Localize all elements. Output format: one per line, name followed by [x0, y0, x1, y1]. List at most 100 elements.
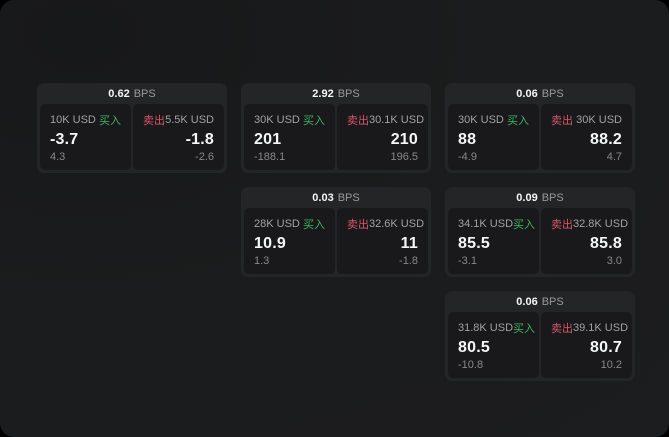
- buy-delta: -3.1: [458, 255, 477, 267]
- buy-panel[interactable]: 10K USD 买入 -3.7 4.3: [40, 104, 131, 170]
- sell-top-row: 卖出 39.1K USD: [551, 320, 628, 336]
- spread-value: 0.62: [108, 87, 130, 100]
- buy-amount: 30K USD: [458, 114, 504, 126]
- sell-side-label: 卖出: [551, 219, 573, 231]
- sell-amount: 39.1K USD: [573, 322, 629, 334]
- sell-price: 88.2: [590, 130, 622, 148]
- buy-amount: 34.1K USD: [458, 218, 514, 230]
- card-panels: 10K USD 买入 -3.7 4.3 卖出 5.5K USD -1.8 -2.…: [40, 104, 224, 170]
- sell-delta: -1.8: [399, 255, 418, 267]
- buy-top-row: 30K USD 买入: [458, 112, 529, 128]
- sell-price: -1.8: [185, 130, 214, 148]
- buy-panel[interactable]: 30K USD 买入 88 -4.9: [448, 104, 539, 170]
- sell-delta: 3.0: [606, 255, 622, 267]
- sell-amount: 32.8K USD: [573, 218, 629, 230]
- spread-value: 0.09: [516, 191, 538, 204]
- buy-price: 80.5: [458, 338, 490, 356]
- quote-card-grid: 0.62 BPS 10K USD 买入 -3.7 4.3 卖出 5.5K USD: [37, 83, 635, 381]
- card-header: 0.03 BPS: [244, 187, 428, 208]
- sell-side-label: 卖出: [551, 323, 573, 335]
- card-header: 0.06 BPS: [448, 83, 632, 104]
- buy-side-label: 买入: [513, 219, 536, 231]
- buy-top-row: 28K USD 买入: [254, 216, 325, 232]
- card-panels: 30K USD 买入 201 -188.1 卖出 30.1K USD 210 1…: [244, 104, 428, 170]
- buy-side-label: 买入: [303, 115, 325, 127]
- spread-unit-label: BPS: [541, 87, 564, 100]
- buy-side-label: 买入: [507, 115, 529, 127]
- buy-top-row: 10K USD 买入: [50, 112, 121, 128]
- card-header: 0.06 BPS: [448, 291, 632, 312]
- spread-unit-label: BPS: [541, 295, 564, 308]
- buy-amount: 10K USD: [50, 114, 96, 126]
- spread-unit-label: BPS: [133, 87, 156, 100]
- card-panels: 30K USD 买入 88 -4.9 卖出 30K USD 88.2 4.7: [448, 104, 632, 170]
- buy-side-label: 买入: [513, 323, 536, 335]
- sell-top-row: 卖出 5.5K USD: [143, 112, 214, 128]
- buy-price: 85.5: [458, 234, 490, 252]
- sell-panel[interactable]: 卖出 5.5K USD -1.8 -2.6: [133, 104, 224, 170]
- sell-delta: 4.7: [606, 151, 622, 163]
- buy-top-row: 31.8K USD 买入: [458, 320, 535, 336]
- card-header: 0.62 BPS: [40, 83, 224, 104]
- sell-amount: 30K USD: [576, 114, 622, 126]
- sell-top-row: 卖出 30K USD: [551, 112, 622, 128]
- spread-value: 0.06: [516, 87, 538, 100]
- buy-panel[interactable]: 30K USD 买入 201 -188.1: [244, 104, 335, 170]
- sell-side-label: 卖出: [347, 219, 369, 231]
- buy-delta: -10.8: [458, 359, 484, 371]
- sell-panel[interactable]: 卖出 30K USD 88.2 4.7: [541, 104, 632, 170]
- quote-card: 0.06 BPS 30K USD 买入 88 -4.9 卖出 30K USD: [445, 83, 635, 173]
- spread-unit-label: BPS: [337, 87, 360, 100]
- quote-card: 0.06 BPS 31.8K USD 买入 80.5 -10.8 卖出 39.1…: [445, 291, 635, 381]
- buy-amount: 31.8K USD: [458, 322, 514, 334]
- sell-price: 210: [390, 130, 418, 148]
- buy-top-row: 34.1K USD 买入: [458, 216, 535, 232]
- sell-delta: 196.5: [390, 151, 418, 163]
- card-panels: 28K USD 买入 10.9 1.3 卖出 32.6K USD 11 -1.8: [244, 208, 428, 274]
- sell-delta: -2.6: [195, 151, 214, 163]
- spread-value: 0.06: [516, 295, 538, 308]
- sell-top-row: 卖出 30.1K USD: [347, 112, 424, 128]
- sell-amount: 5.5K USD: [165, 114, 214, 126]
- sell-price: 11: [400, 234, 418, 252]
- buy-price: 201: [254, 130, 282, 148]
- sell-top-row: 卖出 32.6K USD: [347, 216, 424, 232]
- sell-panel[interactable]: 卖出 39.1K USD 80.7 10.2: [541, 312, 632, 378]
- sell-side-label: 卖出: [551, 115, 573, 127]
- buy-side-label: 买入: [99, 115, 121, 127]
- quote-card: 0.62 BPS 10K USD 买入 -3.7 4.3 卖出 5.5K USD: [37, 83, 227, 173]
- spread-unit-label: BPS: [337, 191, 360, 204]
- sell-amount: 32.6K USD: [369, 218, 425, 230]
- buy-panel[interactable]: 34.1K USD 买入 85.5 -3.1: [448, 208, 539, 274]
- sell-panel[interactable]: 卖出 32.6K USD 11 -1.8: [337, 208, 428, 274]
- card-header: 0.09 BPS: [448, 187, 632, 208]
- sell-panel[interactable]: 卖出 32.8K USD 85.8 3.0: [541, 208, 632, 274]
- buy-delta: 4.3: [50, 151, 66, 163]
- spread-value: 2.92: [312, 87, 334, 100]
- buy-price: -3.7: [50, 130, 79, 148]
- buy-panel[interactable]: 28K USD 买入 10.9 1.3: [244, 208, 335, 274]
- card-header: 2.92 BPS: [244, 83, 428, 104]
- sell-panel[interactable]: 卖出 30.1K USD 210 196.5: [337, 104, 428, 170]
- buy-delta: -188.1: [254, 151, 286, 163]
- sell-price: 80.7: [590, 338, 622, 356]
- card-panels: 31.8K USD 买入 80.5 -10.8 卖出 39.1K USD 80.…: [448, 312, 632, 378]
- sell-top-row: 卖出 32.8K USD: [551, 216, 628, 232]
- sell-side-label: 卖出: [143, 115, 165, 127]
- sell-side-label: 卖出: [347, 115, 369, 127]
- buy-price: 88: [458, 130, 477, 148]
- spread-value: 0.03: [312, 191, 334, 204]
- buy-top-row: 30K USD 买入: [254, 112, 325, 128]
- buy-amount: 30K USD: [254, 114, 300, 126]
- card-panels: 34.1K USD 买入 85.5 -3.1 卖出 32.8K USD 85.8…: [448, 208, 632, 274]
- sell-amount: 30.1K USD: [369, 114, 425, 126]
- buy-delta: -4.9: [458, 151, 477, 163]
- quote-card: 2.92 BPS 30K USD 买入 201 -188.1 卖出 30.1K …: [241, 83, 431, 173]
- quote-card: 0.03 BPS 28K USD 买入 10.9 1.3 卖出 32.6K US…: [241, 187, 431, 277]
- quote-card: 0.09 BPS 34.1K USD 买入 85.5 -3.1 卖出 32.8K…: [445, 187, 635, 277]
- buy-delta: 1.3: [254, 255, 270, 267]
- spread-unit-label: BPS: [541, 191, 564, 204]
- buy-panel[interactable]: 31.8K USD 买入 80.5 -10.8: [448, 312, 539, 378]
- buy-amount: 28K USD: [254, 218, 300, 230]
